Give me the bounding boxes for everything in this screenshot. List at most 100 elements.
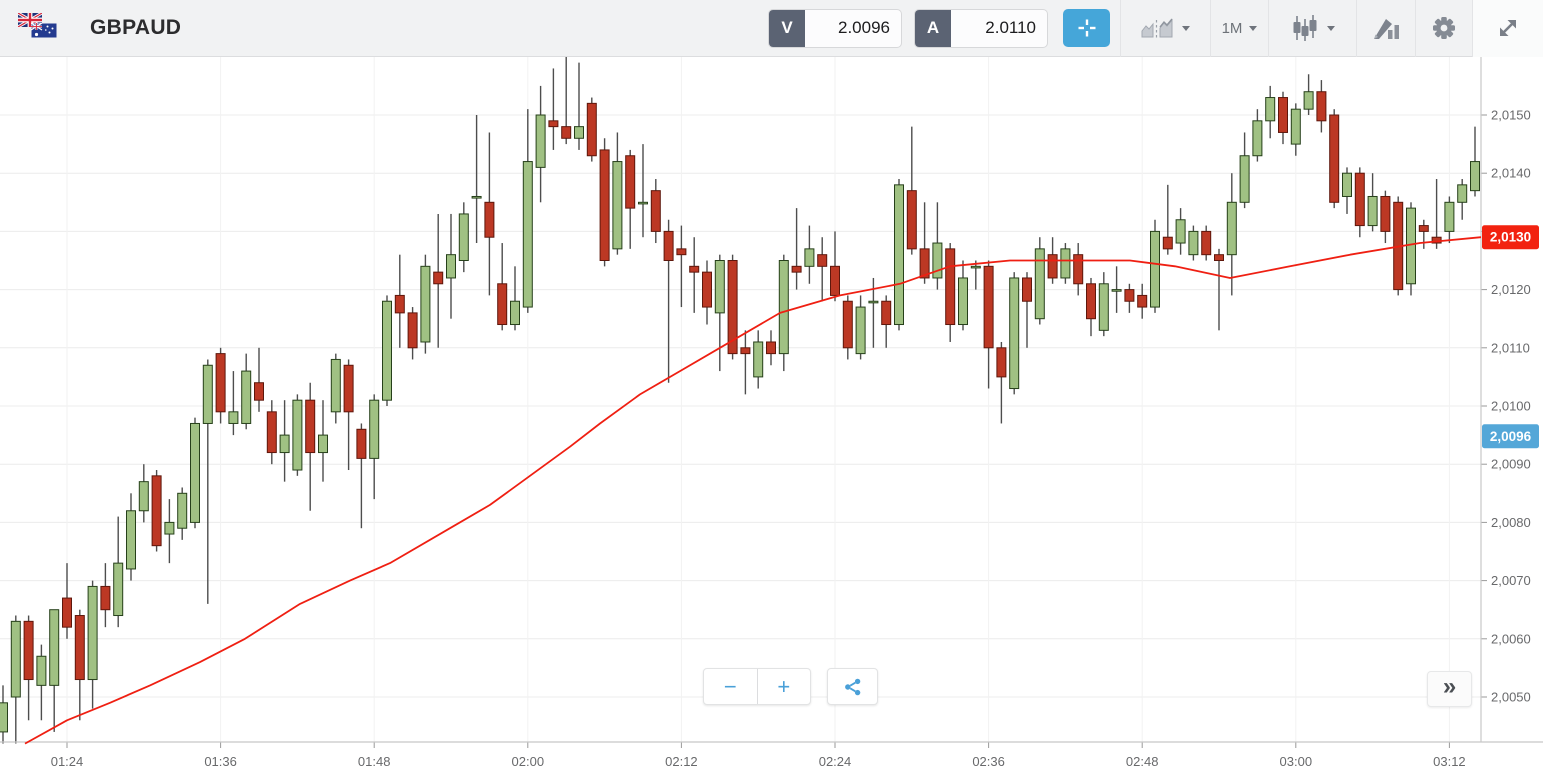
candle <box>0 685 8 744</box>
y-axis-label: 2,0080 <box>1491 515 1531 530</box>
candle <box>1316 80 1327 133</box>
y-axis-label: 2,0120 <box>1491 282 1531 297</box>
candle <box>228 371 239 436</box>
candle <box>1239 132 1250 209</box>
candle <box>1124 283 1135 313</box>
candle <box>932 202 943 290</box>
candle <box>138 464 149 523</box>
candle <box>561 57 572 145</box>
chart-type-dropdown[interactable] <box>1268 0 1356 57</box>
candles <box>0 57 1480 744</box>
x-axis-label: 01:36 <box>204 754 237 769</box>
x-axis-label: 01:24 <box>51 754 84 769</box>
candle <box>881 295 892 348</box>
candle <box>753 330 764 389</box>
candle <box>1342 167 1352 214</box>
y-axis-label: 2,0060 <box>1491 631 1531 646</box>
svg-text:2,0096: 2,0096 <box>1490 429 1532 444</box>
candle <box>36 644 47 721</box>
candle <box>1214 248 1224 331</box>
price-chart-canvas[interactable]: 2,0150 2,0140 2,0120 2,0110 2,0100 2,0090 2,00… <box>0 57 1543 782</box>
candle <box>202 359 213 604</box>
candle <box>1278 91 1288 145</box>
candle <box>1303 74 1314 115</box>
candle <box>804 225 815 284</box>
australia-flag-icon <box>31 23 57 38</box>
scroll-to-latest-button[interactable]: » <box>1427 671 1472 707</box>
candle <box>279 400 290 482</box>
candle <box>74 609 85 721</box>
candle <box>113 516 124 628</box>
candle <box>266 400 277 465</box>
crosshair-button[interactable] <box>1063 9 1110 47</box>
y-axis-label: 2,0140 <box>1491 166 1531 181</box>
candle <box>855 295 866 360</box>
candle <box>305 382 316 511</box>
candle <box>830 231 840 302</box>
candle <box>126 493 136 581</box>
sell-quote-button[interactable]: V 2.0096 <box>769 9 901 47</box>
candle <box>919 202 930 284</box>
expand-fullscreen-icon <box>1500 20 1516 36</box>
compare-charts-button[interactable] <box>1120 0 1210 57</box>
candle <box>983 260 994 389</box>
candle <box>318 400 328 482</box>
candle <box>87 580 98 709</box>
candle <box>970 260 981 290</box>
timeframe-dropdown[interactable]: 1M <box>1210 0 1268 57</box>
candle <box>586 97 597 162</box>
x-axis-label: 03:12 <box>1433 754 1466 769</box>
candle <box>292 394 303 476</box>
candle <box>1137 283 1148 319</box>
candle <box>510 266 520 331</box>
candle <box>10 615 21 744</box>
candle <box>958 260 968 331</box>
ma-price-badge: 2,0130 <box>1482 225 1539 250</box>
fullscreen-button[interactable] <box>1472 0 1543 57</box>
draw-indicators-button[interactable] <box>1356 0 1415 57</box>
share-button[interactable] <box>827 668 878 705</box>
candle <box>1354 167 1365 238</box>
candle <box>714 254 725 372</box>
candle <box>343 359 354 471</box>
buy-quote-button[interactable]: A 2.0110 <box>915 9 1047 47</box>
chevron-down-icon <box>1249 25 1258 31</box>
zoom-in-button[interactable]: + <box>758 669 811 704</box>
candle <box>1406 202 1416 296</box>
candle <box>1265 85 1276 139</box>
candle <box>612 132 623 255</box>
candle <box>1022 272 1032 348</box>
candle <box>458 202 469 273</box>
x-axis-label: 02:48 <box>1126 754 1159 769</box>
candle <box>996 341 1007 424</box>
candle <box>676 225 687 308</box>
candle <box>945 243 956 342</box>
candle <box>484 132 495 296</box>
crosshair-icon <box>1078 19 1095 37</box>
candle <box>382 295 392 406</box>
zoom-out-button[interactable]: − <box>704 669 758 704</box>
candle <box>1252 109 1263 162</box>
candle <box>817 237 828 302</box>
candle <box>62 563 72 639</box>
minus-icon: − <box>723 673 737 699</box>
candle <box>548 68 559 150</box>
candle <box>791 208 802 290</box>
sell-price: 2.0096 <box>838 18 890 37</box>
candle <box>241 353 252 430</box>
settings-button[interactable] <box>1415 0 1472 57</box>
candle <box>663 219 674 383</box>
candle <box>420 254 431 354</box>
chevron-down-icon <box>1182 25 1190 31</box>
x-axis-label: 02:00 <box>512 754 545 769</box>
candle <box>1226 173 1237 296</box>
candle <box>164 499 175 564</box>
candle <box>1034 237 1045 325</box>
compare-charts-icon <box>1141 18 1173 38</box>
share-icon <box>844 678 860 695</box>
candle <box>190 417 200 529</box>
candle <box>1098 272 1109 337</box>
candle <box>330 353 341 424</box>
svg-text:2,0130: 2,0130 <box>1490 230 1531 245</box>
candle <box>842 295 853 360</box>
